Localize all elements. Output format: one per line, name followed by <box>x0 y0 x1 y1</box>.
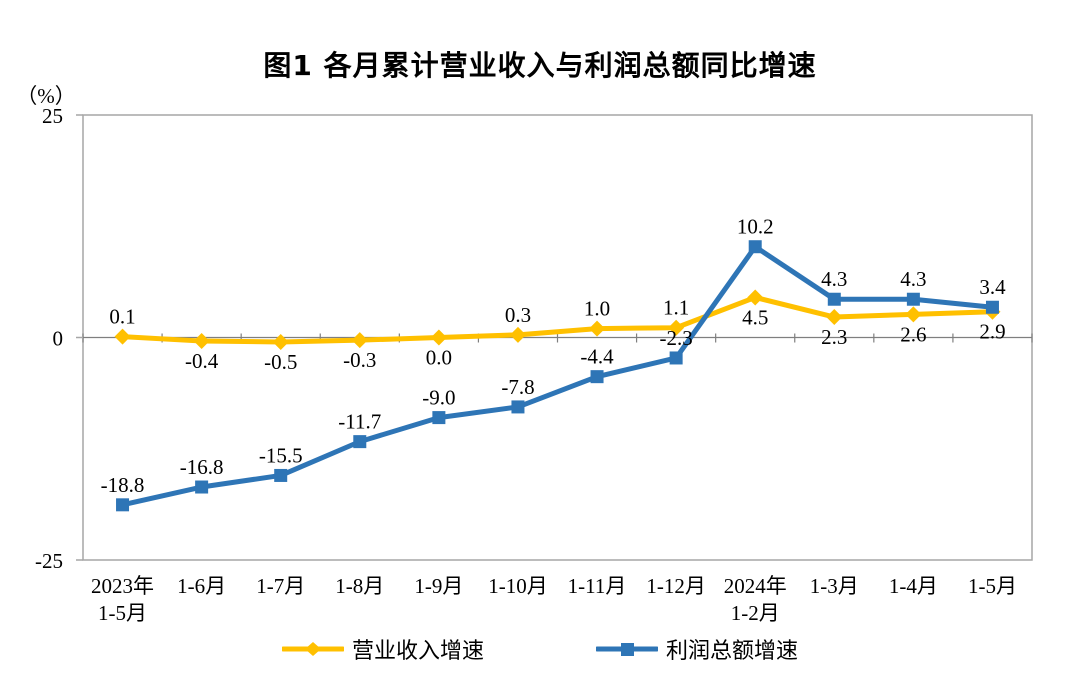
marker-diamond <box>430 329 447 346</box>
y-tick-label: -25 <box>35 549 63 573</box>
marker-square <box>511 400 525 414</box>
x-tick-label: 2024年 1-2月 <box>724 574 787 625</box>
marker-diamond <box>826 309 843 326</box>
data-label: -18.8 <box>101 473 145 497</box>
marker-square <box>432 411 446 425</box>
legend-marker-shape <box>304 642 321 656</box>
data-label: 0.1 <box>109 305 135 329</box>
x-tick-label: 2023年 1-5月 <box>91 574 154 625</box>
marker-diamond <box>272 333 289 350</box>
data-label: -0.5 <box>264 350 297 374</box>
marker-square <box>985 300 999 314</box>
x-tick-label: 1-11月 <box>568 574 627 598</box>
marker-square <box>353 435 367 449</box>
data-label: 2.6 <box>900 322 926 346</box>
marker-square <box>590 370 604 384</box>
plot-area: 25 0 -25 （%） 2023年 1-5月 1-6月 1-7月 1-8月 1-9月 1-10月 1… <box>16 84 1033 625</box>
data-label: -7.8 <box>501 375 534 399</box>
marker-diamond <box>193 333 210 350</box>
marker-square <box>669 351 683 365</box>
legend-item-revenue: 营业收入增速 <box>281 633 484 665</box>
marker-square <box>116 498 130 512</box>
marker-square <box>748 240 762 254</box>
data-label: -0.3 <box>343 348 376 372</box>
data-label: -9.0 <box>422 386 455 410</box>
x-tick-label: 1-9月 <box>414 574 463 598</box>
legend-label-profit: 利润总额增速 <box>666 638 799 663</box>
marker-diamond <box>351 332 368 349</box>
x-tick-label: 1-5月 <box>968 574 1017 598</box>
data-label: -11.7 <box>338 410 381 434</box>
series-line-1 <box>120 244 995 508</box>
x-tick-label: 1-8月 <box>335 574 384 598</box>
series-line-0 <box>120 294 995 345</box>
data-label: -2.3 <box>660 326 693 350</box>
data-label: 3.4 <box>979 275 1006 299</box>
data-label: 4.5 <box>742 305 768 329</box>
data-label: 1.1 <box>663 296 689 320</box>
data-label: -15.5 <box>259 443 303 467</box>
legend: 营业收入增速 利润总额增速 <box>0 633 1080 665</box>
marker-square <box>195 480 209 494</box>
marker-diamond <box>747 289 764 306</box>
data-label: -0.4 <box>185 349 219 373</box>
marker-diamond <box>668 319 685 336</box>
x-tick-label: 1-4月 <box>889 574 938 598</box>
data-label: 1.0 <box>584 297 610 321</box>
marker-diamond <box>589 320 606 337</box>
x-tick-label: 1-10月 <box>488 574 548 598</box>
data-label: 2.3 <box>821 325 847 349</box>
x-tick-label: 1-7月 <box>256 574 305 598</box>
data-label: 2.9 <box>979 320 1005 344</box>
data-label: 4.3 <box>821 267 847 291</box>
x-tick-label: 1-12月 <box>646 574 706 598</box>
y-axis-unit-label: （%） <box>16 84 76 108</box>
data-label: 4.3 <box>900 267 926 291</box>
data-label: -4.4 <box>580 345 614 369</box>
marker-square <box>906 292 920 306</box>
data-label: -16.8 <box>180 455 224 479</box>
y-tick-label: 25 <box>42 104 63 128</box>
legend-label-revenue: 营业收入增速 <box>351 638 484 663</box>
marker-diamond <box>509 326 526 343</box>
marker-diamond <box>905 306 922 323</box>
profit-line-square-icon <box>596 643 658 656</box>
revenue-line-diamond-icon <box>281 642 344 656</box>
legend-marker-shape <box>621 643 634 656</box>
x-tick-label: 1-3月 <box>810 574 859 598</box>
data-label: 0.0 <box>426 346 452 370</box>
data-label: 10.2 <box>737 215 774 239</box>
chart-title: 图1 各月累计营业收入与利润总额同比增速 <box>263 49 817 82</box>
data-label: 0.3 <box>505 303 531 327</box>
marker-square <box>274 468 288 482</box>
x-tick-label: 1-6月 <box>177 574 226 598</box>
y-tick-label: 0 <box>53 327 64 351</box>
marker-square <box>827 292 841 306</box>
marker-diamond <box>114 328 131 345</box>
legend-item-profit: 利润总额增速 <box>596 633 798 665</box>
